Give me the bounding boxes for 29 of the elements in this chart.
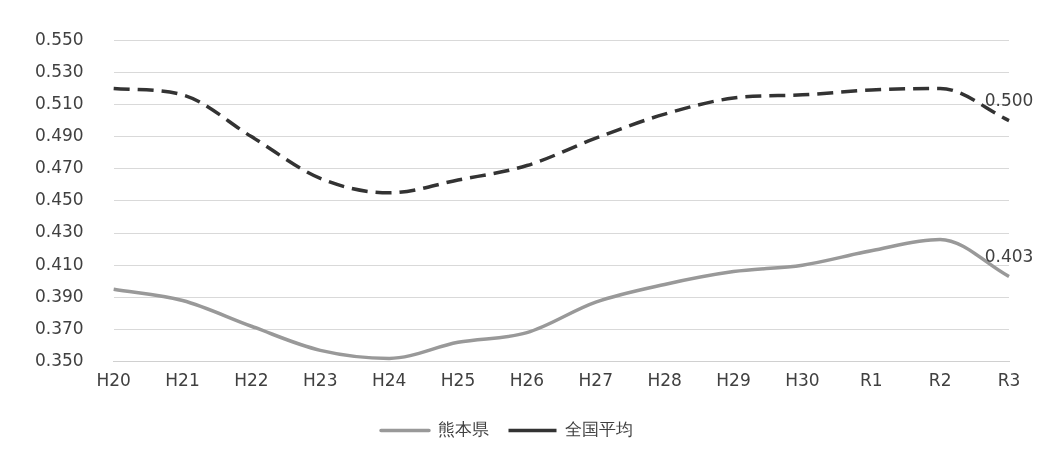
x-tick-label: H25: [440, 370, 476, 391]
x-tick-label: H21: [165, 370, 200, 391]
x-tick-label: H26: [509, 370, 545, 391]
y-tick-label: 0.350: [35, 350, 84, 371]
y-tick-label: 0.430: [35, 221, 84, 242]
x-tick-label: R3: [997, 370, 1021, 391]
x-tick-label: H27: [578, 370, 613, 391]
x-tick-label: H24: [371, 370, 407, 391]
x-tick-label: H29: [716, 370, 751, 391]
y-tick-label: 0.450: [35, 189, 84, 210]
y-tick-label: 0.550: [35, 28, 84, 49]
x-tick-label: H23: [303, 370, 338, 391]
y-tick-label: 0.490: [35, 125, 84, 146]
y-tick-label: 0.390: [35, 285, 84, 306]
y-tick-label: 0.410: [35, 253, 84, 274]
data-label: 0.500: [984, 90, 1034, 111]
x-tick-label: H22: [234, 370, 269, 391]
y-tick-label: 0.370: [35, 317, 84, 338]
x-tick-label: R2: [928, 370, 952, 391]
x-tick-label: H28: [647, 370, 682, 391]
x-tick-label: H30: [785, 370, 820, 391]
x-tick-label: R1: [859, 370, 883, 391]
data-label: 0.403: [984, 246, 1034, 267]
y-tick-label: 0.530: [35, 60, 84, 81]
y-tick-label: 0.470: [35, 157, 84, 178]
y-tick-label: 0.510: [35, 92, 84, 113]
x-tick-label: H20: [96, 370, 131, 391]
legend-label: 全国平均: [565, 418, 633, 439]
legend-label: 熊本県: [437, 418, 489, 439]
